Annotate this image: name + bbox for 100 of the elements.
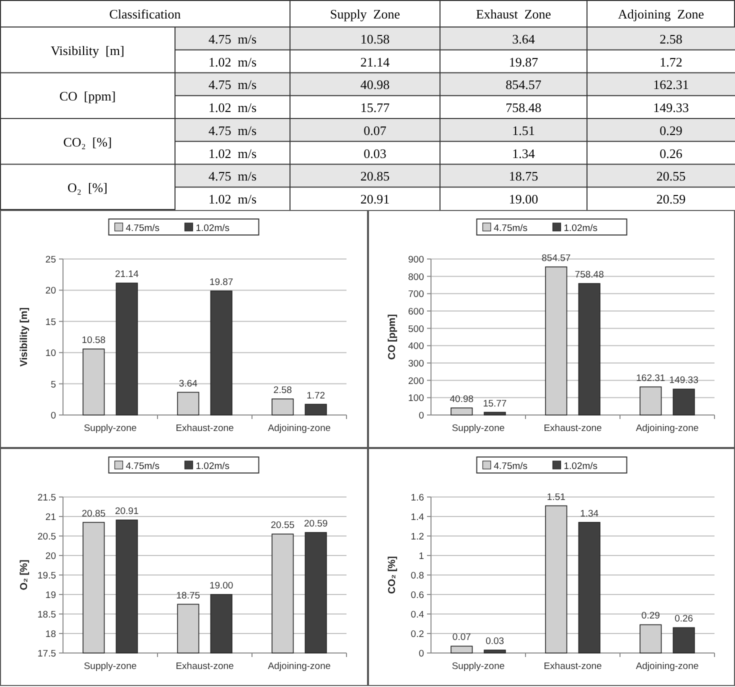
legend-label: 1.02m/s — [196, 461, 230, 472]
data-label: 19.00 — [209, 580, 234, 592]
data-label: 1.34 — [580, 508, 598, 520]
text: 3.64 — [512, 31, 535, 46]
text: 1.34 — [512, 146, 535, 161]
category-label: 1.02 m/s — [208, 100, 257, 116]
text: 15.77 — [360, 100, 390, 116]
text: 2.58 — [660, 31, 682, 46]
y-axis-title: CO₂ [%] — [386, 556, 398, 594]
text: 18.75 — [508, 168, 538, 184]
y-tick-label: 19 — [45, 590, 56, 601]
legend-label: 4.75m/s — [493, 461, 528, 472]
text: 20.59 — [656, 192, 686, 207]
category-label: 4.75 m/s — [208, 31, 257, 46]
legend-label: 1.02m/s — [563, 461, 598, 472]
text: 0.03 — [364, 146, 386, 161]
data-label: 0.29 — [640, 610, 660, 622]
y-tick-label: 400 — [408, 341, 424, 352]
text: 162.31 — [653, 77, 689, 92]
text: 0.07 — [364, 122, 386, 138]
y-axis-title: CO [ppm] — [386, 314, 398, 360]
data-label: 21.14 — [114, 269, 139, 280]
bar — [544, 505, 567, 654]
bar — [177, 392, 200, 416]
y-tick-label: 900 — [408, 254, 424, 266]
data-label: 1.51 — [546, 492, 565, 503]
data-label: 162.31 — [636, 372, 665, 384]
y-tick-label: 21.5 — [38, 492, 56, 504]
text: Classification — [109, 6, 182, 22]
y-tick-label: 17.5 — [38, 648, 56, 660]
y-tick-label: 300 — [408, 358, 424, 370]
x-tick-label: Supply-zone — [84, 661, 137, 672]
y-tick-label: 1 — [418, 551, 424, 562]
text: 854.57 — [506, 77, 542, 92]
data-label: 0.26 — [674, 614, 693, 625]
y-tick-label: 700 — [408, 289, 424, 300]
y-tick-label: 18 — [45, 629, 56, 640]
x-tick-label: Exhaust-zone — [176, 661, 234, 672]
y-tick-label: 20 — [45, 286, 56, 297]
y-tick-label: 1.2 — [410, 532, 424, 542]
y-tick-label: 0.6 — [410, 590, 424, 601]
y-tick-label: 600 — [408, 306, 424, 318]
data-label: 1.72 — [306, 390, 326, 402]
text: 0.29 — [660, 122, 682, 138]
bar — [450, 407, 472, 416]
bar — [672, 388, 694, 416]
bar — [578, 283, 600, 416]
text: 19.00 — [508, 192, 538, 207]
data-label: 0.03 — [485, 636, 504, 648]
bar — [116, 282, 138, 416]
data-label: 19.87 — [209, 277, 234, 288]
bar — [639, 624, 662, 654]
y-tick-label: 0 — [418, 410, 424, 422]
bar — [483, 412, 506, 416]
category-label: Exhaust Zone — [476, 6, 552, 22]
bar — [210, 290, 232, 416]
text: CO [ppm] — [59, 88, 116, 104]
legend-label: 4.75m/s — [126, 223, 160, 234]
bar — [578, 522, 600, 654]
y-tick-label: 0 — [418, 648, 424, 660]
text: 149.33 — [653, 100, 689, 116]
data-label: 758.48 — [574, 270, 604, 281]
bar — [304, 404, 327, 416]
data-label: 10.58 — [82, 334, 106, 346]
text: Visibility [m] — [50, 42, 124, 58]
legend-label: 1.02m/s — [196, 223, 230, 234]
text: 0.26 — [660, 146, 682, 161]
bar — [483, 650, 506, 654]
data-label: 0.07 — [452, 632, 470, 644]
category-label: Supply Zone — [330, 6, 400, 22]
data-label: 3.64 — [178, 378, 198, 390]
y-tick-label: 800 — [408, 272, 424, 283]
text: 20.55 — [656, 168, 686, 184]
data-label: 20.85 — [82, 508, 106, 520]
x-tick-label: Adjoining-zone — [635, 661, 698, 672]
bar — [639, 386, 662, 416]
y-axis-title: O₂ [%] — [19, 560, 30, 590]
y-tick-label: 1.6 — [410, 492, 424, 504]
y-tick-label: 0 — [50, 410, 56, 422]
category-label: Adjoining Zone — [618, 6, 704, 22]
data-label: 20.91 — [114, 506, 139, 518]
data-label: 20.55 — [270, 520, 295, 532]
text: 19.87 — [508, 54, 538, 70]
y-tick-label: 5 — [50, 379, 56, 390]
text: 40.98 — [360, 77, 390, 92]
data-label: 15.77 — [482, 398, 506, 410]
bar — [544, 266, 567, 416]
text: 1.51 — [512, 122, 535, 138]
bar — [450, 646, 472, 654]
category-label: 4.75 m/s — [208, 168, 257, 184]
y-tick-label: 10 — [45, 348, 56, 360]
y-tick-label: 500 — [408, 324, 424, 335]
text: 1.72 — [660, 54, 682, 70]
text: O₂ [%] — [68, 180, 108, 196]
y-tick-label: 1.4 — [410, 512, 424, 523]
x-tick-label: Adjoining-zone — [268, 423, 331, 434]
y-tick-label: 21 — [45, 512, 56, 523]
category-label: 1.02 m/s — [208, 192, 257, 207]
legend-label: 4.75m/s — [493, 223, 528, 234]
data-label: 40.98 — [449, 394, 474, 405]
